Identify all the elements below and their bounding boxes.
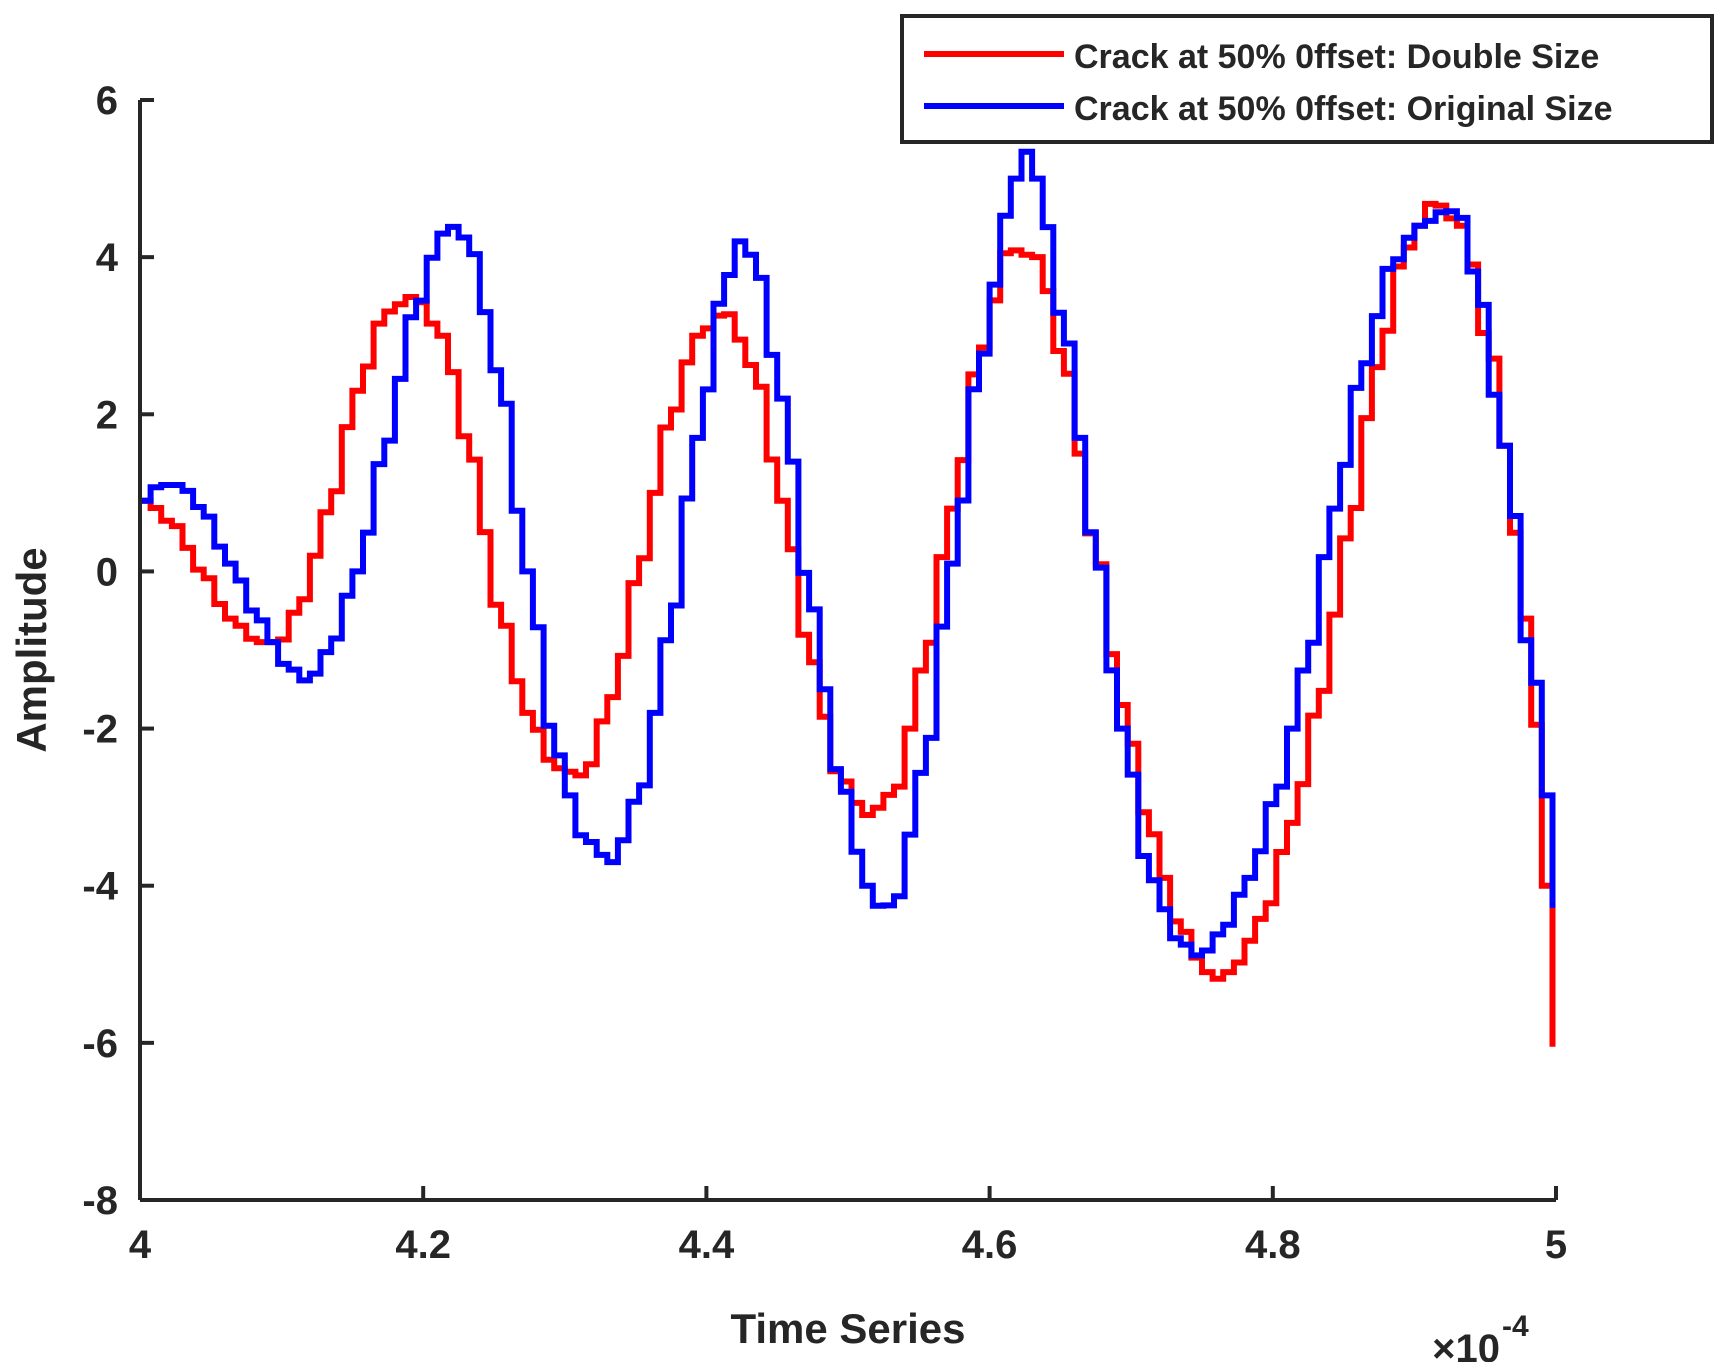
x-exponent-power: -4 [1502, 1310, 1529, 1343]
legend-box [900, 14, 1714, 144]
x-tick-label: 4.6 [962, 1223, 1018, 1267]
x-tick-label: 4 [129, 1223, 152, 1267]
x-exponent-label: ×10 -4 [1432, 1310, 1529, 1367]
x-tick-label: 5 [1545, 1223, 1567, 1267]
y-tick-label: 2 [96, 393, 118, 437]
y-tick-label: 4 [96, 236, 119, 280]
axes-layer [138, 100, 1556, 1202]
x-axis-label: Time Series [730, 1305, 965, 1352]
series-line-original-size [140, 148, 1556, 959]
y-tick-label: -4 [82, 865, 118, 909]
series-layer [140, 148, 1556, 1047]
y-tick-label: -8 [82, 1179, 118, 1223]
x-tick-label: 4.4 [679, 1223, 735, 1267]
x-tick-label: 4.2 [395, 1223, 451, 1267]
x-tick-label: 4.8 [1245, 1223, 1301, 1267]
y-tick-label: -6 [82, 1022, 118, 1066]
x-exponent-base: ×10 [1432, 1327, 1500, 1362]
legend: Crack at 50% 0ffset: Double Size Crack a… [900, 14, 1714, 144]
ticks-layer: 4 4.2 4.4 4.6 4.8 5 -8 -6 -4 -2 0 2 4 6 [82, 79, 1567, 1267]
y-tick-label: -2 [82, 708, 118, 752]
legend-label-original-size: Crack at 50% 0ffset: Original Size [1074, 90, 1613, 128]
y-tick-label: 0 [96, 550, 118, 594]
legend-label-double-size: Crack at 50% 0ffset: Double Size [1074, 38, 1599, 76]
y-axis-label: Amplitude [8, 547, 55, 752]
y-tick-label: 6 [96, 79, 118, 123]
